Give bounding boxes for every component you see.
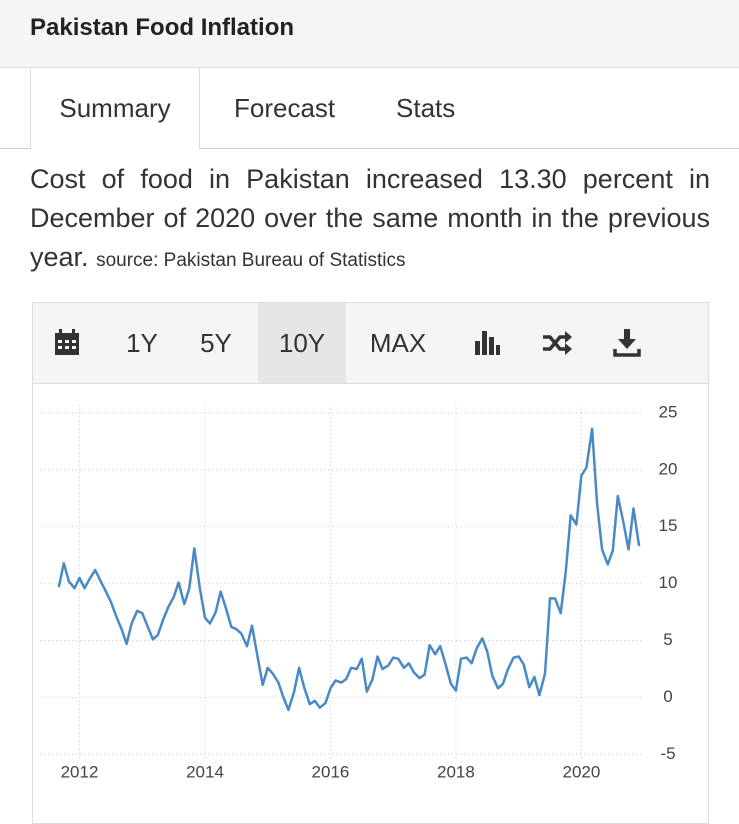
description-text: Cost of food in Pakistan increased 13.30…: [30, 164, 710, 272]
calendar-icon[interactable]: [53, 329, 81, 357]
header: Pakistan Food Inflation: [0, 0, 739, 68]
y-tick-label: -5: [660, 744, 675, 763]
range-button[interactable]: 1Y: [126, 328, 158, 358]
y-tick-label: 5: [663, 630, 672, 649]
x-tick-label: 2016: [312, 762, 350, 781]
y-tick-label: 10: [659, 573, 678, 592]
tab[interactable]: Summary: [30, 68, 200, 149]
range-button[interactable]: MAX: [369, 328, 427, 358]
data-line: [57, 427, 641, 712]
toolbar: 1Y 5Y 10Y MAX: [33, 303, 708, 384]
description: Cost of food in Pakistan increased 13.30…: [30, 160, 710, 280]
chart-panel: 1Y 5Y 10Y MAX: [32, 302, 709, 824]
bar-chart-icon[interactable]: [473, 329, 501, 357]
x-tick-label: 2018: [437, 762, 475, 781]
tab[interactable]: Stats: [396, 93, 456, 123]
x-tick-label: 2014: [186, 762, 224, 781]
tab-bar: Summary Forecast Stats: [0, 68, 739, 149]
x-tick-label: 2020: [562, 762, 600, 781]
y-tick-label: 0: [663, 687, 672, 706]
tab[interactable]: Forecast: [234, 93, 336, 123]
page-title: Pakistan Food Inflation: [30, 14, 295, 41]
source: source: Pakistan Bureau of Statistics: [96, 250, 406, 271]
y-tick-label: 15: [659, 516, 678, 535]
y-tick-label: 25: [659, 402, 678, 421]
range-button[interactable]: 5Y: [200, 328, 232, 358]
chart: -5 0 5 10 15 20 25 2012 2014 2016 2018 2020: [40, 402, 678, 781]
x-tick-label: 2012: [61, 762, 99, 781]
y-tick-label: 20: [659, 459, 678, 478]
shuffle-icon[interactable]: [541, 329, 573, 357]
download-icon[interactable]: [613, 329, 641, 357]
range-button[interactable]: 10Y: [258, 303, 346, 383]
